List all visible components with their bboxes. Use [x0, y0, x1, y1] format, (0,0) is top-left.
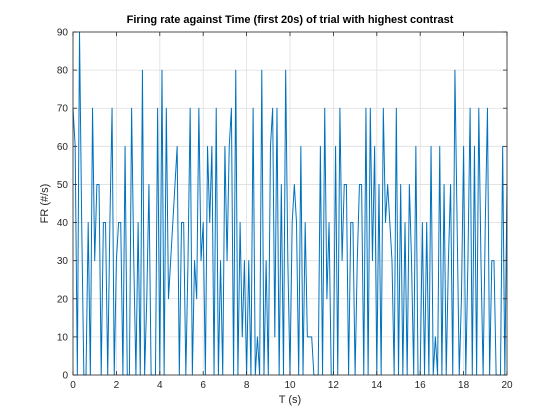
y-ticks: 0 10 20 30 40 50 60 70 80 90 — [57, 28, 507, 382]
chart-title: Firing rate against Time (first 20s) of … — [127, 14, 454, 26]
y-tick-label: 60 — [57, 142, 69, 153]
x-tick-label: 4 — [157, 380, 163, 391]
x-tick-label: 8 — [244, 380, 250, 391]
y-tick-label: 30 — [57, 256, 69, 267]
y-axis-label: FR (#/s) — [39, 184, 51, 224]
y-tick-label: 50 — [57, 180, 69, 191]
x-ticks: 0 2 4 6 8 10 12 14 16 18 20 — [70, 32, 513, 391]
y-tick-label: 70 — [57, 104, 69, 115]
x-tick-label: 18 — [458, 380, 470, 391]
x-tick-label: 12 — [328, 380, 340, 391]
y-tick-label: 10 — [57, 332, 69, 343]
y-tick-label: 40 — [57, 218, 69, 229]
x-tick-label: 10 — [284, 380, 296, 391]
x-tick-label: 0 — [70, 380, 76, 391]
x-tick-label: 2 — [114, 380, 120, 391]
x-tick-label: 6 — [200, 380, 206, 391]
y-tick-label: 0 — [62, 371, 68, 382]
x-tick-label: 20 — [501, 380, 513, 391]
y-tick-label: 80 — [57, 66, 69, 77]
x-axis-label: T (s) — [279, 394, 301, 406]
x-tick-label: 14 — [371, 380, 383, 391]
x-tick-label: 16 — [415, 380, 427, 391]
y-tick-label: 90 — [57, 28, 69, 39]
y-tick-label: 20 — [57, 294, 69, 305]
